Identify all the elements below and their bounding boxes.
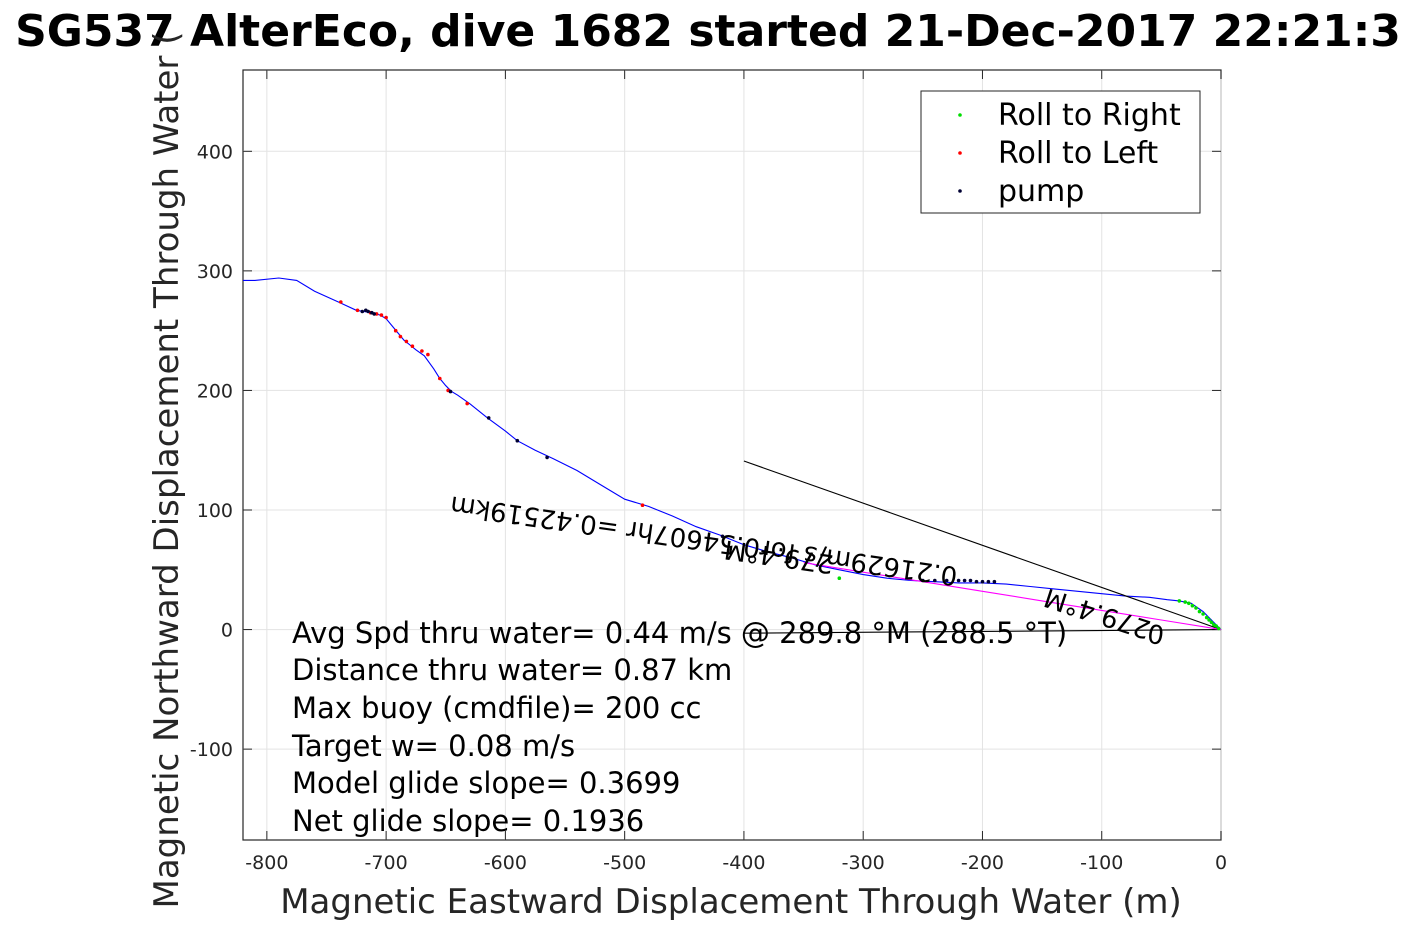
marker-pump xyxy=(545,455,549,460)
marker-roll-right xyxy=(1216,626,1221,631)
annotation-net-glide: Net glide slope= 0.1936 xyxy=(292,804,644,838)
marker-roll-left xyxy=(426,352,430,357)
marker-pump xyxy=(360,309,365,314)
marker-pump xyxy=(921,578,925,583)
marker-pump xyxy=(992,579,997,584)
marker-pump xyxy=(980,579,985,584)
marker-pump xyxy=(956,578,961,583)
marker-pump xyxy=(933,578,937,583)
series-line-1 xyxy=(743,460,1222,631)
marker-layer xyxy=(339,300,1221,631)
legend-label-pump: pump xyxy=(998,174,1084,209)
marker-pump xyxy=(944,578,949,583)
marker-roll-left xyxy=(420,349,424,353)
x-tick-label: -700 xyxy=(365,852,408,874)
marker-roll-right xyxy=(1177,599,1182,603)
marker-roll-left xyxy=(465,401,470,406)
marker-roll-left xyxy=(410,344,415,349)
marker-roll-left xyxy=(379,313,384,317)
legend-label-roll-right: Roll to Right xyxy=(998,98,1181,133)
legend-marker-pump xyxy=(958,189,962,193)
marker-roll-left xyxy=(640,503,645,508)
x-tick-labels: -800 -700 -600 -500 -400 -300 -200 -100 0 xyxy=(245,852,1227,874)
marker-pump xyxy=(366,309,371,314)
series-line-2 xyxy=(743,629,1222,634)
marker-roll-right xyxy=(1204,615,1209,620)
x-tick-label: 0 xyxy=(1215,852,1227,874)
x-tick-label: -200 xyxy=(961,852,1004,874)
marker-pump xyxy=(448,389,453,394)
y-tick-label: 0 xyxy=(221,620,233,642)
marker-roll-right xyxy=(1187,601,1191,606)
y-tick-label: -100 xyxy=(190,739,233,761)
grid-lines xyxy=(243,70,1222,840)
marker-pump xyxy=(974,579,979,584)
marker-roll-right xyxy=(837,576,842,580)
marker-roll-right xyxy=(1201,612,1205,616)
legend-box xyxy=(920,90,1201,214)
annotation-model-glide: Model glide slope= 0.3699 xyxy=(292,766,680,800)
x-tick-label: -500 xyxy=(603,852,646,874)
marker-pump xyxy=(515,438,520,443)
marker-roll-right xyxy=(1207,618,1211,622)
marker-roll-right xyxy=(1214,624,1218,628)
y-tick-label: 300 xyxy=(197,261,233,283)
marker-pump xyxy=(968,578,973,583)
x-tick-label: -800 xyxy=(245,852,288,874)
marker-pump xyxy=(962,578,967,583)
marker-roll-right xyxy=(1190,603,1195,608)
series-line-3 xyxy=(803,562,1222,631)
legend-label-roll-left: Roll to Left xyxy=(998,136,1158,171)
marker-roll-left xyxy=(398,334,403,339)
annotation-avg-speed: Avg Spd thru water= 0.44 m/s @ 289.8 °M … xyxy=(292,616,1067,650)
series-layer xyxy=(243,277,1222,634)
marker-roll-left xyxy=(393,328,398,333)
stats-annotations: Avg Spd thru water= 0.44 m/s @ 289.8 °M … xyxy=(291,616,1067,838)
annotation-distance: Distance thru water= 0.87 km xyxy=(292,653,732,687)
marker-roll-right xyxy=(1209,620,1214,625)
legend-marker-roll-left xyxy=(958,151,962,155)
x-axis-label: Magnetic Eastward Displacement Through W… xyxy=(280,882,1182,922)
y-tick-labels: -100 0 100 200 300 400 xyxy=(190,141,233,761)
marker-roll-right xyxy=(1183,600,1187,604)
marker-pump xyxy=(986,579,991,584)
x-tick-label: -600 xyxy=(484,852,527,874)
marker-roll-right xyxy=(1194,606,1198,610)
annotation-max-buoy: Max buoy (cmdfile)= 200 cc xyxy=(292,691,701,725)
x-tick-label: -100 xyxy=(1080,852,1123,874)
x-tick-label: -400 xyxy=(722,852,765,874)
chart-title: SG537 AlterEco, dive 1682 started 21-Dec… xyxy=(15,6,1401,57)
legend: Roll to Right Roll to Left pump xyxy=(920,90,1201,214)
y-axis-label: Magnetic Northward Displacement Through … xyxy=(147,32,187,909)
marker-roll-right xyxy=(1197,609,1202,614)
marker-pump xyxy=(486,416,491,420)
y-tick-label: 400 xyxy=(197,141,233,163)
marker-pump xyxy=(720,534,725,539)
marker-roll-left xyxy=(384,315,388,320)
heading-label-3: 0 xyxy=(1146,617,1167,649)
y-tick-label: 100 xyxy=(197,500,233,522)
marker-roll-left xyxy=(404,339,409,344)
marker-roll-left xyxy=(339,300,343,304)
series-line-0 xyxy=(243,277,1222,630)
legend-marker-roll-right xyxy=(958,113,962,117)
y-tick-label: 200 xyxy=(197,380,233,402)
marker-roll-left xyxy=(438,376,442,381)
marker-pump xyxy=(372,312,377,316)
x-tick-label: -300 xyxy=(842,852,885,874)
annotation-target-w: Target w= 0.08 m/s xyxy=(291,729,575,763)
marker-roll-left xyxy=(355,308,360,313)
